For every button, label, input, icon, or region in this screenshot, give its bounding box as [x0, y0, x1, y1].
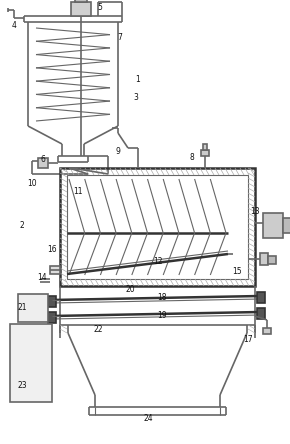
Bar [260, 253, 268, 265]
Text: 5: 5 [97, 4, 102, 12]
Bar [203, 144, 207, 150]
Text: 7: 7 [117, 33, 122, 43]
Text: 17: 17 [243, 336, 253, 345]
Text: 19: 19 [157, 312, 167, 321]
Text: 14: 14 [37, 274, 47, 282]
Text: 13: 13 [250, 207, 260, 217]
Text: 21: 21 [17, 304, 27, 313]
Bar [67, 175, 248, 279]
Bar [48, 296, 56, 307]
Text: 9: 9 [115, 147, 120, 156]
Text: 18: 18 [157, 293, 167, 302]
Bar [48, 312, 56, 323]
Bar [283, 218, 290, 233]
Text: 12: 12 [153, 258, 163, 266]
Text: 1: 1 [136, 75, 140, 84]
Text: 6: 6 [41, 155, 46, 164]
Bar [71, 2, 91, 16]
Bar [50, 266, 60, 274]
Text: 24: 24 [143, 413, 153, 423]
Bar [38, 158, 48, 168]
Bar [268, 256, 276, 264]
Text: 4: 4 [12, 21, 17, 31]
Bar [75, 0, 87, 2]
Bar [18, 294, 48, 322]
Bar [263, 328, 271, 334]
Bar [201, 150, 209, 156]
Bar [10, 324, 52, 402]
Text: 16: 16 [47, 246, 57, 254]
Text: 20: 20 [125, 285, 135, 294]
Text: 23: 23 [17, 381, 27, 389]
Text: 10: 10 [27, 178, 37, 187]
Text: 2: 2 [20, 221, 24, 230]
Text: 3: 3 [134, 94, 138, 103]
Bar [60, 168, 255, 286]
Bar [257, 308, 265, 319]
Text: 8: 8 [190, 154, 194, 163]
Bar [257, 292, 265, 303]
Text: 11: 11 [73, 187, 83, 197]
Bar [263, 213, 283, 238]
Text: 15: 15 [232, 267, 242, 277]
Text: 22: 22 [93, 325, 103, 334]
